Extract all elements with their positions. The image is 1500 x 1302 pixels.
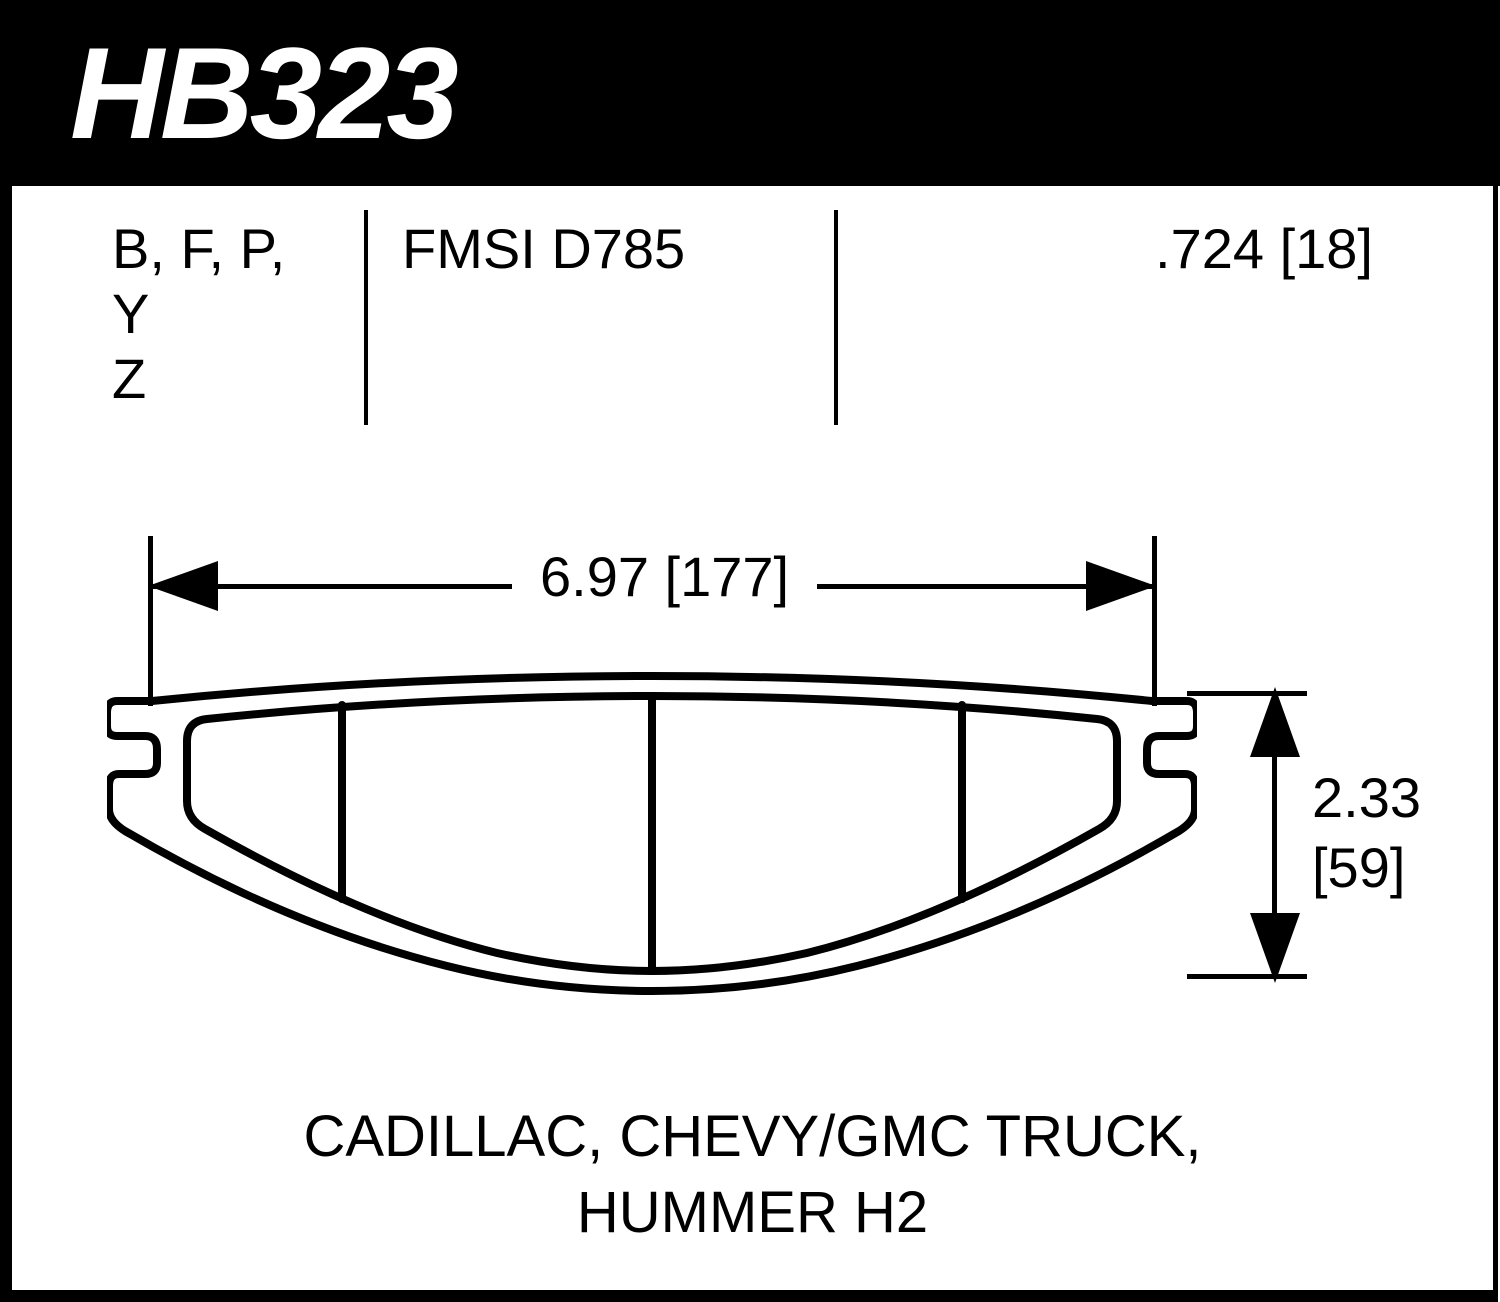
diagram-area: 6.97 [177] 2.33 [59 [12,476,1493,1126]
spec-divider-2 [834,210,838,425]
brake-pad-outline [107,671,1197,1001]
spec-compounds: B, F, P, Y Z [12,216,362,446]
footer-line-2: HUMMER H2 [12,1175,1493,1250]
height-dimension: 2.33 [59] [1242,691,1492,991]
compounds-line-2: Z [112,346,322,411]
spec-fmsi: FMSI D785 [362,216,832,446]
footer-line-1: CADILLAC, CHEVY/GMC TRUCK, [12,1099,1493,1174]
title-bar: HB323 [0,0,1500,186]
application-footer: CADILLAC, CHEVY/GMC TRUCK, HUMMER H2 [12,1099,1493,1250]
arrow-down-icon [1250,913,1300,983]
height-value-mm: [59] [1312,833,1421,903]
spec-thickness: .724 [18] [832,216,1493,446]
spec-row: B, F, P, Y Z FMSI D785 .724 [18] [12,186,1493,446]
compounds-line-1: B, F, P, Y [112,216,322,346]
width-dimension: 6.97 [177] [152,536,1152,636]
arrow-up-icon [1250,687,1300,757]
height-label: 2.33 [59] [1312,763,1421,903]
spec-divider-1 [364,210,368,425]
diagram-frame: B, F, P, Y Z FMSI D785 .724 [18] 6.97 [1… [0,186,1498,1302]
height-value: 2.33 [1312,763,1421,833]
arrow-right-icon [1086,561,1156,611]
arrow-left-icon [148,561,218,611]
width-label: 6.97 [177] [512,544,817,609]
part-number-title: HB323 [70,18,1500,168]
